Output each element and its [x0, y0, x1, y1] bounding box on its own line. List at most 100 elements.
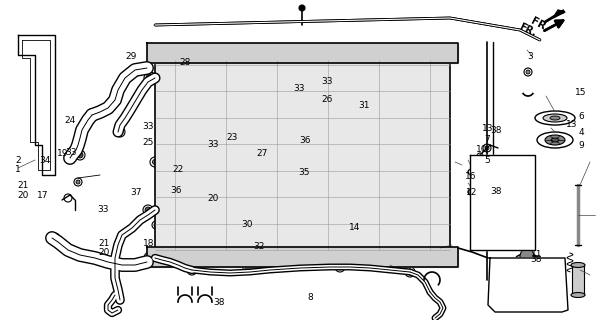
Ellipse shape: [516, 254, 538, 262]
Circle shape: [144, 72, 156, 84]
Circle shape: [145, 207, 151, 213]
Text: 23: 23: [226, 133, 238, 142]
Circle shape: [414, 71, 422, 79]
Text: 27: 27: [256, 149, 268, 158]
Circle shape: [485, 146, 489, 150]
Text: 38: 38: [213, 298, 225, 307]
Text: 33: 33: [207, 140, 219, 148]
Circle shape: [76, 180, 80, 184]
Text: 31: 31: [358, 101, 370, 110]
Text: 9: 9: [578, 141, 584, 150]
Circle shape: [146, 74, 154, 82]
Text: 32: 32: [253, 242, 265, 251]
Circle shape: [484, 220, 488, 224]
Circle shape: [524, 68, 532, 76]
Ellipse shape: [475, 169, 499, 175]
Ellipse shape: [331, 56, 349, 64]
Circle shape: [143, 205, 153, 215]
Ellipse shape: [475, 188, 499, 196]
Bar: [572, 265, 584, 295]
Circle shape: [482, 218, 490, 226]
Text: 21: 21: [98, 239, 110, 248]
Circle shape: [411, 68, 425, 82]
Polygon shape: [18, 35, 55, 175]
Ellipse shape: [335, 58, 345, 62]
Circle shape: [64, 194, 72, 202]
Circle shape: [477, 153, 483, 159]
Circle shape: [245, 265, 251, 271]
Circle shape: [389, 62, 401, 74]
Ellipse shape: [571, 262, 585, 268]
Circle shape: [526, 70, 530, 74]
Text: 4: 4: [578, 128, 584, 137]
Text: 37: 37: [130, 188, 142, 196]
Text: 1: 1: [15, 165, 21, 174]
Text: 17: 17: [37, 191, 49, 200]
Polygon shape: [470, 155, 535, 250]
Text: 28: 28: [179, 58, 191, 67]
Polygon shape: [488, 258, 568, 312]
Circle shape: [168, 169, 176, 177]
Circle shape: [150, 157, 160, 167]
Text: 26: 26: [321, 95, 333, 104]
Circle shape: [483, 144, 491, 152]
Bar: [165, 168, 180, 178]
Circle shape: [161, 228, 169, 236]
Text: 14: 14: [349, 223, 361, 232]
Text: 29: 29: [125, 52, 137, 61]
Text: 20: 20: [17, 191, 29, 200]
Bar: [478, 205, 490, 225]
Circle shape: [153, 159, 157, 164]
Circle shape: [115, 127, 125, 137]
Circle shape: [480, 211, 488, 219]
Text: 2: 2: [15, 156, 21, 164]
Circle shape: [407, 269, 413, 275]
Text: 36: 36: [299, 136, 311, 145]
Text: 10: 10: [476, 145, 488, 154]
Text: 11: 11: [530, 250, 542, 259]
Circle shape: [434, 242, 446, 254]
Text: 3: 3: [527, 52, 533, 60]
Text: 7: 7: [485, 135, 491, 144]
Circle shape: [152, 221, 160, 229]
Text: 34: 34: [39, 156, 51, 165]
Text: 38: 38: [490, 187, 502, 196]
Text: 19: 19: [57, 149, 69, 158]
Circle shape: [299, 5, 305, 11]
Bar: [330, 155, 345, 165]
Circle shape: [520, 249, 534, 263]
Circle shape: [77, 152, 83, 158]
Text: 35: 35: [298, 168, 310, 177]
Text: 15: 15: [575, 88, 587, 97]
Circle shape: [189, 267, 195, 273]
Circle shape: [144, 252, 156, 264]
Ellipse shape: [537, 132, 573, 148]
Text: 33: 33: [321, 77, 333, 86]
Text: 38: 38: [490, 126, 502, 135]
Ellipse shape: [468, 186, 506, 198]
Circle shape: [334, 156, 342, 164]
Text: 33: 33: [293, 84, 305, 93]
Text: 38: 38: [530, 255, 542, 264]
Text: 33: 33: [142, 122, 154, 131]
Circle shape: [161, 146, 169, 154]
Circle shape: [243, 263, 253, 273]
Text: 20: 20: [207, 194, 219, 203]
Polygon shape: [155, 55, 450, 255]
Circle shape: [335, 262, 345, 272]
Text: 20: 20: [98, 248, 110, 257]
Circle shape: [163, 148, 167, 152]
Circle shape: [75, 150, 85, 160]
Text: 16: 16: [465, 172, 477, 180]
Text: 18: 18: [143, 239, 155, 248]
Ellipse shape: [468, 166, 506, 178]
Ellipse shape: [189, 58, 211, 68]
Text: 5: 5: [485, 156, 491, 164]
Text: 6: 6: [578, 112, 584, 121]
Circle shape: [337, 264, 343, 270]
Circle shape: [163, 230, 167, 234]
Circle shape: [392, 65, 398, 71]
Polygon shape: [147, 43, 458, 63]
Ellipse shape: [193, 60, 207, 66]
Circle shape: [74, 178, 82, 186]
